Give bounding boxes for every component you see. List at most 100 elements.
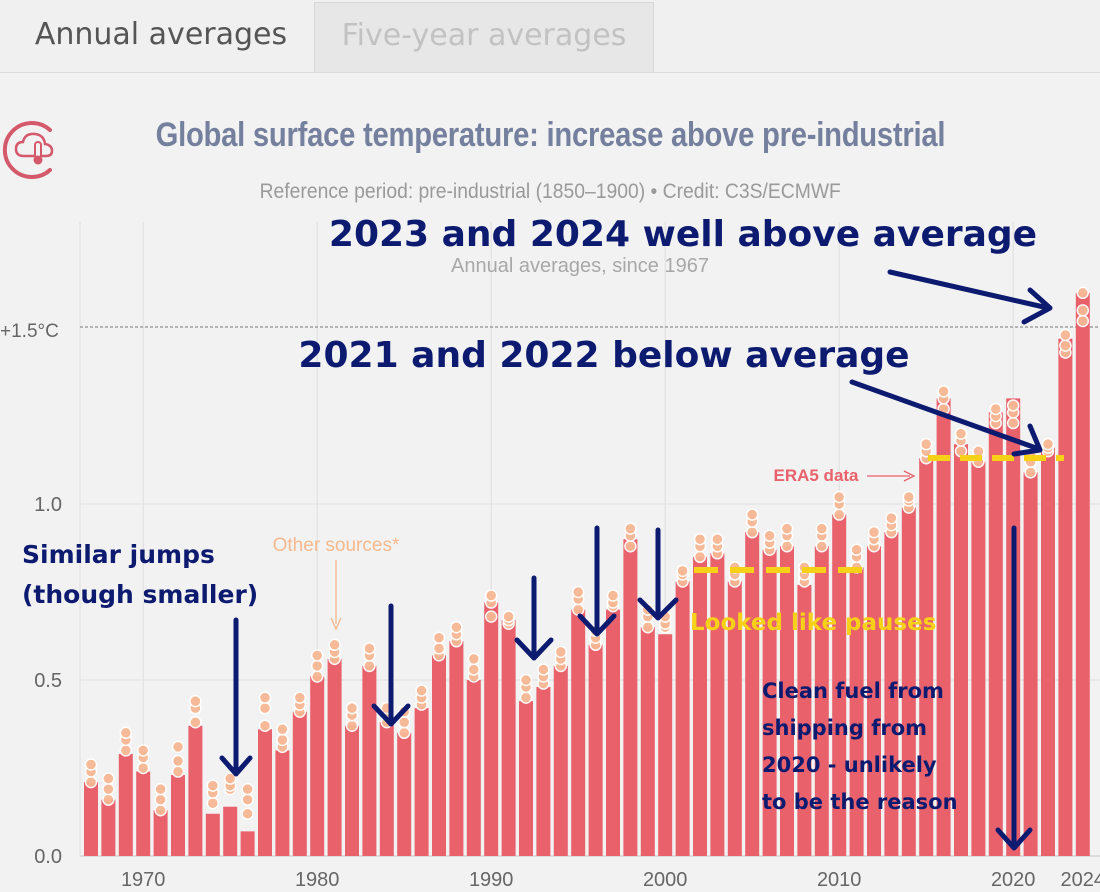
tab-five-year-averages[interactable]: Five-year averages bbox=[314, 2, 654, 72]
source-dot bbox=[206, 796, 220, 810]
source-dot bbox=[310, 659, 324, 673]
y-tick-label: 0.0 bbox=[34, 846, 62, 868]
source-dot bbox=[84, 775, 98, 789]
bar bbox=[727, 581, 742, 856]
annotation-fuel-4: to be the reason bbox=[762, 790, 958, 814]
arrow-recent bbox=[887, 269, 1053, 325]
source-dot bbox=[189, 715, 202, 729]
source-dot bbox=[745, 525, 759, 539]
source-dot bbox=[867, 525, 881, 539]
source-dot bbox=[136, 744, 150, 757]
annotation-similar-jumps: Similar jumps bbox=[22, 540, 215, 569]
source-dot bbox=[693, 550, 707, 564]
source-dot bbox=[467, 652, 481, 666]
source-dot bbox=[450, 620, 463, 634]
bar bbox=[797, 584, 812, 856]
source-dot bbox=[258, 691, 272, 704]
source-dot bbox=[258, 701, 272, 715]
bar bbox=[1075, 292, 1090, 856]
source-dot bbox=[432, 631, 446, 645]
source-dot bbox=[919, 437, 933, 451]
bar bbox=[658, 634, 673, 856]
source-dot bbox=[102, 782, 115, 796]
source-dot bbox=[432, 642, 446, 655]
arrow-clean-fuel bbox=[995, 525, 1033, 851]
source-dot bbox=[154, 803, 167, 817]
source-dot bbox=[293, 691, 307, 704]
source-dot bbox=[189, 694, 202, 708]
source-dot bbox=[1076, 314, 1090, 328]
bar bbox=[292, 711, 307, 856]
other-sources-label: Other sources* bbox=[273, 535, 400, 556]
source-dot bbox=[1024, 466, 1037, 479]
chart-subtitle: Reference period: pre-industrial (1850–1… bbox=[259, 180, 841, 203]
source-dot bbox=[102, 793, 115, 806]
source-dot bbox=[519, 673, 533, 687]
source-dot bbox=[937, 385, 950, 398]
source-dot bbox=[154, 782, 167, 796]
source-dot bbox=[484, 610, 498, 623]
source-dot bbox=[606, 589, 620, 602]
bar bbox=[275, 750, 290, 856]
bar bbox=[710, 553, 725, 856]
era5-label: ERA5 data bbox=[773, 466, 859, 485]
bar bbox=[466, 680, 481, 856]
bar bbox=[536, 687, 551, 856]
source-dot bbox=[537, 663, 550, 676]
source-dot bbox=[902, 490, 916, 504]
bar bbox=[519, 701, 533, 856]
bar bbox=[397, 732, 412, 856]
source-dot bbox=[223, 772, 237, 785]
source-dot bbox=[102, 772, 115, 785]
source-dot bbox=[624, 539, 637, 553]
annotation-below-average: 2021 and 2022 below average bbox=[298, 335, 909, 376]
tab-bar: Annual averages Five-year averages bbox=[0, 0, 1100, 73]
source-dot bbox=[519, 691, 533, 704]
bar bbox=[449, 641, 464, 856]
bar bbox=[936, 398, 951, 856]
reference-line-label: +1.5°C bbox=[0, 321, 59, 342]
bar bbox=[362, 665, 377, 856]
source-dot bbox=[624, 522, 637, 535]
bar bbox=[919, 458, 934, 856]
annotation-fuel-3: 2020 - unlikely bbox=[762, 753, 937, 777]
source-dot bbox=[310, 649, 324, 662]
source-dot bbox=[310, 670, 324, 683]
source-dot bbox=[397, 715, 411, 729]
bar bbox=[84, 782, 98, 856]
bar bbox=[832, 514, 847, 856]
x-tick-label: 2024 bbox=[1061, 869, 1100, 891]
source-dot bbox=[815, 522, 829, 535]
annotation-fuel-1: Clean fuel from bbox=[762, 679, 944, 703]
source-dot bbox=[832, 508, 846, 521]
source-dot bbox=[136, 761, 150, 775]
bar bbox=[101, 799, 116, 856]
source-dot bbox=[954, 427, 968, 440]
bar bbox=[553, 665, 568, 856]
tab-annual-averages[interactable]: Annual averages bbox=[10, 2, 312, 72]
source-dot bbox=[1076, 286, 1090, 300]
bar bbox=[849, 567, 864, 856]
bar bbox=[484, 602, 499, 856]
source-dot bbox=[415, 684, 428, 697]
source-dot bbox=[571, 603, 585, 616]
bar bbox=[988, 412, 1003, 856]
source-dot bbox=[119, 726, 133, 740]
annotation-recent-years: 2023 and 2024 well above average bbox=[329, 214, 1037, 255]
bar bbox=[623, 539, 638, 856]
bar bbox=[171, 775, 185, 856]
bar bbox=[501, 620, 516, 856]
source-dot bbox=[1006, 416, 1020, 430]
source-dot bbox=[711, 532, 724, 546]
source-dot bbox=[641, 620, 655, 634]
source-dot bbox=[276, 733, 289, 747]
y-tick-label: 1.0 bbox=[34, 494, 62, 516]
source-dot bbox=[780, 522, 794, 535]
source-dot bbox=[745, 508, 759, 521]
bar bbox=[310, 676, 325, 856]
source-dot bbox=[345, 701, 359, 715]
chart-title: Global surface temperature: increase abo… bbox=[155, 116, 946, 154]
arrow-jump-1975 bbox=[219, 617, 253, 777]
source-dot bbox=[328, 638, 341, 652]
source-dot bbox=[502, 610, 515, 623]
